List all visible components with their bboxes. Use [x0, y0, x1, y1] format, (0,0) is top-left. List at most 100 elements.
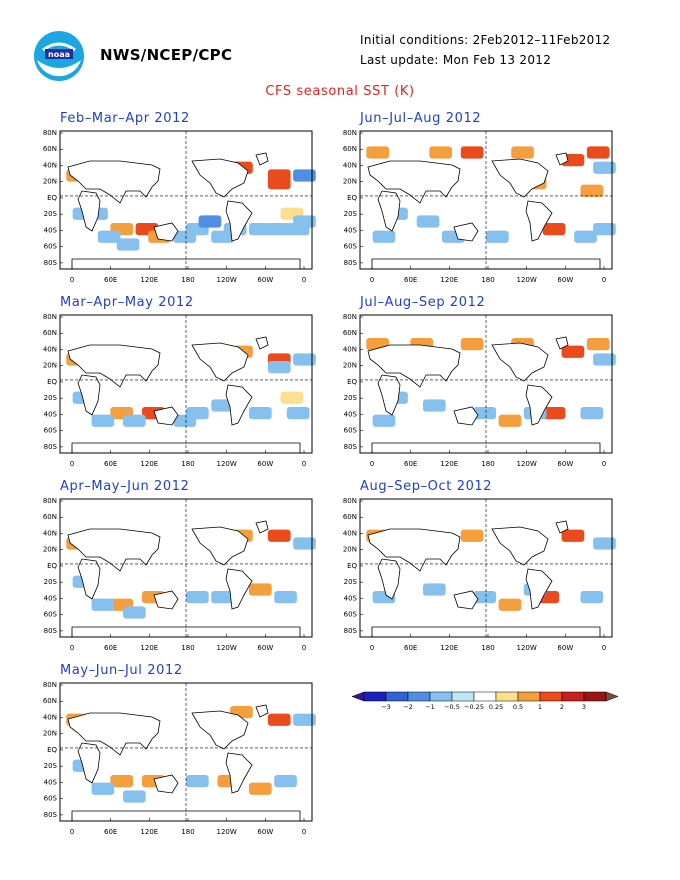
legend-label: −1 — [425, 703, 435, 711]
longitude-label: 0 — [370, 460, 374, 468]
legend-swatch — [539, 691, 563, 702]
latitude-label: EQ — [347, 562, 357, 570]
latitude-label: 40S — [344, 594, 358, 602]
sst-anomaly-cell — [372, 230, 396, 243]
sst-anomaly-cell — [274, 591, 297, 604]
sst-anomaly-cell — [429, 146, 452, 159]
continent — [153, 222, 179, 242]
sst-anomaly-cell — [486, 230, 509, 243]
latitude-label: 20S — [44, 210, 58, 218]
latitude-label: 80N — [43, 129, 57, 137]
longitude-label: 120E — [440, 460, 458, 468]
sst-anomaly-cell — [293, 169, 316, 182]
sst-anomaly-cell — [123, 414, 146, 427]
sst-anomaly-cell — [211, 591, 234, 604]
continent — [153, 774, 179, 794]
latitude-label: 40N — [343, 529, 357, 537]
sst-anomaly-cell — [580, 591, 604, 604]
latitude-label: 80S — [344, 259, 358, 267]
sst-anomaly-cell — [580, 407, 604, 420]
longitude-label: 60E — [104, 828, 117, 836]
latitude-label: 40S — [344, 226, 358, 234]
longitude-label: 60E — [404, 460, 417, 468]
latitude-label: EQ — [47, 562, 57, 570]
continent — [453, 222, 479, 242]
longitude-label: 0 — [602, 460, 606, 468]
continent — [255, 336, 269, 350]
continent — [555, 336, 569, 350]
sst-anomaly-cell — [110, 775, 134, 788]
sst-anomaly-cell — [372, 414, 396, 427]
legend-swatch — [517, 691, 541, 702]
longitude-label: 120W — [217, 276, 237, 284]
longitude-label: 180 — [181, 276, 194, 284]
latitude-label: EQ — [47, 378, 57, 386]
sst-anomaly-cell — [593, 537, 616, 550]
sst-anomaly-cell — [586, 146, 610, 159]
map-frame — [59, 130, 313, 270]
continent — [367, 528, 461, 572]
latitude-label: 80N — [343, 129, 357, 137]
longitude-label: 60E — [104, 460, 117, 468]
sst-anomaly-cell — [416, 215, 440, 228]
sst-anomaly-cell — [498, 414, 522, 427]
continent — [67, 528, 161, 572]
longitude-label: 60W — [257, 460, 273, 468]
longitude-label: 120W — [217, 460, 237, 468]
longitude-label: 120E — [140, 644, 158, 652]
longitude-label: 0 — [302, 276, 306, 284]
continent — [555, 152, 569, 166]
continent — [153, 406, 179, 426]
latitude-label: 60N — [343, 329, 357, 337]
continent — [525, 384, 553, 426]
sst-anomaly-cell — [249, 782, 272, 795]
sst-anomaly-cell — [511, 146, 534, 159]
longitude-label: 0 — [302, 460, 306, 468]
sst-anomaly-cell — [473, 407, 497, 420]
legend-label: 0.25 — [489, 703, 503, 711]
legend-swatch — [451, 691, 475, 702]
sst-anomaly-cell — [293, 537, 316, 550]
longitude-label: 180 — [181, 460, 194, 468]
continent — [67, 712, 161, 756]
latitude-label: 60N — [343, 513, 357, 521]
latitude-label: 60N — [343, 145, 357, 153]
latitude-label: 40N — [43, 713, 57, 721]
sst-anomaly-cell — [586, 338, 610, 351]
sst-anomaly-cell — [542, 407, 566, 420]
continent — [225, 752, 253, 794]
latitude-label: 20S — [44, 762, 58, 770]
longitude-label: 60W — [557, 276, 573, 284]
latitude-label: 40S — [44, 594, 58, 602]
longitude-label: 180 — [481, 644, 494, 652]
continent — [453, 406, 479, 426]
legend-swatch — [473, 691, 497, 702]
continent — [255, 152, 269, 166]
latitude-label: 60S — [44, 611, 58, 619]
sst-anomaly-cell — [186, 591, 209, 604]
latitude-label: 40N — [43, 161, 57, 169]
map-area — [59, 130, 316, 270]
legend-label: −0.25 — [464, 703, 484, 711]
latitude-label: 80N — [343, 313, 357, 321]
latitude-label: 20S — [344, 210, 358, 218]
legend-swatch — [385, 691, 409, 702]
last-update: Last update: Mon Feb 13 2012 — [360, 53, 552, 67]
longitude-label: 120W — [517, 460, 537, 468]
sst-anomaly-cell — [274, 775, 297, 788]
panel-title-fma: Feb–Mar–Apr 2012 — [60, 111, 190, 126]
latitude-label: 60N — [43, 329, 57, 337]
continent — [67, 344, 161, 388]
legend-label: 2 — [560, 703, 564, 711]
map-panel-jja: 80N 60N 40N 20N EQ 20S 40S 60S 80S 0 60E 120E 180 120… — [343, 129, 616, 284]
sst-anomaly-cell — [173, 414, 197, 427]
legend-swatch — [363, 691, 387, 702]
latitude-label: 60S — [344, 243, 358, 251]
legend-label: −2 — [403, 703, 413, 711]
continent — [191, 526, 249, 566]
latitude-label: EQ — [47, 746, 57, 754]
sst-anomaly-cell — [293, 353, 316, 366]
sst-anomaly-cell — [286, 407, 310, 420]
longitude-label: 0 — [602, 276, 606, 284]
longitude-label: 180 — [181, 644, 194, 652]
